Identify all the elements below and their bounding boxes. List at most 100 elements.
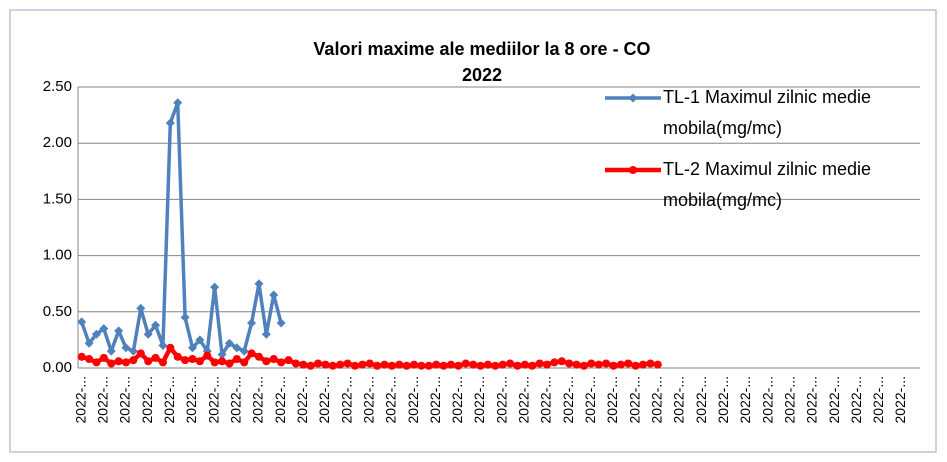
data-point: [336, 360, 345, 369]
x-tick-label: 2022-...: [205, 376, 221, 423]
data-point: [602, 359, 611, 368]
series: [77, 343, 662, 370]
series: [77, 98, 286, 360]
data-point: [483, 360, 492, 369]
x-tick-label: 2022-...: [161, 376, 177, 423]
data-point: [254, 352, 263, 361]
x-tick-label: 2022-...: [449, 376, 465, 423]
data-point: [166, 343, 175, 352]
data-point: [99, 353, 108, 362]
data-point: [247, 318, 257, 328]
legend-item: TL-2 Maximul zilnic medie mobila(mg/mc): [605, 154, 930, 216]
data-point: [262, 357, 271, 366]
legend-label: TL-1 Maximul zilnic medie mobila(mg/mc): [663, 87, 872, 138]
x-tick-label: 2022-...: [870, 376, 886, 423]
data-point: [306, 361, 315, 370]
data-point: [410, 360, 419, 369]
x-tick-label: 2022-...: [250, 376, 266, 423]
data-point: [180, 312, 190, 322]
data-point: [314, 359, 323, 368]
data-point: [210, 358, 219, 367]
x-tick-label: 2022-...: [405, 376, 421, 423]
data-point: [646, 359, 655, 368]
data-point: [269, 355, 278, 364]
data-point: [136, 303, 146, 313]
data-point: [77, 352, 86, 361]
data-point: [195, 357, 204, 366]
data-point: [424, 361, 433, 370]
legend-marker: [628, 93, 638, 103]
x-tick-label: 2022-...: [95, 376, 111, 423]
data-point: [144, 357, 153, 366]
data-point: [158, 358, 167, 367]
data-point: [446, 360, 455, 369]
data-point: [594, 360, 603, 369]
x-tick-label: 2022-...: [338, 376, 354, 423]
x-tick-label: 2022-...: [560, 376, 576, 423]
x-tick-label: 2022-...: [493, 376, 509, 423]
data-point: [85, 355, 94, 364]
data-point: [387, 361, 396, 370]
series-line: [80, 100, 283, 357]
chart-title: Valori maxime ale mediilor la 8 ore - CO: [313, 39, 650, 59]
x-tick-label: 2022-...: [715, 376, 731, 423]
data-point: [173, 352, 182, 361]
x-tick-label: 2022-...: [228, 376, 244, 423]
data-point: [217, 350, 227, 360]
data-point: [91, 329, 101, 339]
data-point: [269, 290, 279, 300]
data-point: [557, 357, 566, 366]
data-point: [513, 361, 522, 370]
x-tick-label: 2022-...: [316, 376, 332, 423]
x-tick-label: 2022-...: [671, 376, 687, 423]
data-point: [461, 359, 470, 368]
x-tick-label: 2022-...: [737, 376, 753, 423]
data-point: [122, 358, 131, 367]
data-point: [321, 360, 330, 369]
data-point: [417, 361, 426, 370]
data-point: [587, 359, 596, 368]
x-tick-label: 2022-...: [183, 376, 199, 423]
data-point: [187, 343, 197, 353]
data-point: [106, 346, 116, 356]
data-point: [114, 326, 124, 336]
y-tick-label: 2.00: [43, 134, 72, 151]
data-point: [188, 355, 197, 364]
data-point: [218, 357, 227, 366]
data-point: [395, 360, 404, 369]
x-tick-label: 2022-...: [892, 376, 908, 423]
data-point: [84, 338, 94, 348]
data-point: [173, 98, 183, 108]
data-point: [254, 279, 264, 289]
data-point: [653, 360, 662, 369]
data-point: [203, 351, 212, 360]
data-point: [328, 361, 337, 370]
x-tick-label: 2022-...: [582, 376, 598, 423]
chart-frame: [9, 9, 937, 453]
x-tick-label: 2022-...: [139, 376, 155, 423]
data-point: [284, 356, 293, 365]
x-tick-label: 2022-...: [626, 376, 642, 423]
data-point: [639, 360, 648, 369]
data-point: [136, 349, 145, 358]
data-point: [543, 360, 552, 369]
data-point: [454, 361, 463, 370]
data-point: [128, 346, 138, 356]
data-point: [579, 361, 588, 370]
data-point: [239, 346, 249, 356]
x-tick-label: 2022-...: [804, 376, 820, 423]
x-tick-label: 2022-...: [294, 376, 310, 423]
data-point: [121, 343, 131, 353]
data-point: [469, 360, 478, 369]
x-tick-label: 2022-...: [826, 376, 842, 423]
x-tick-label: 2022-...: [471, 376, 487, 423]
data-point: [129, 356, 138, 365]
data-point: [528, 361, 537, 370]
x-tick-label: 2022-...: [781, 376, 797, 423]
x-tick-label: 2022-...: [516, 376, 532, 423]
data-point: [195, 335, 205, 345]
data-point: [232, 343, 242, 353]
data-point: [616, 360, 625, 369]
